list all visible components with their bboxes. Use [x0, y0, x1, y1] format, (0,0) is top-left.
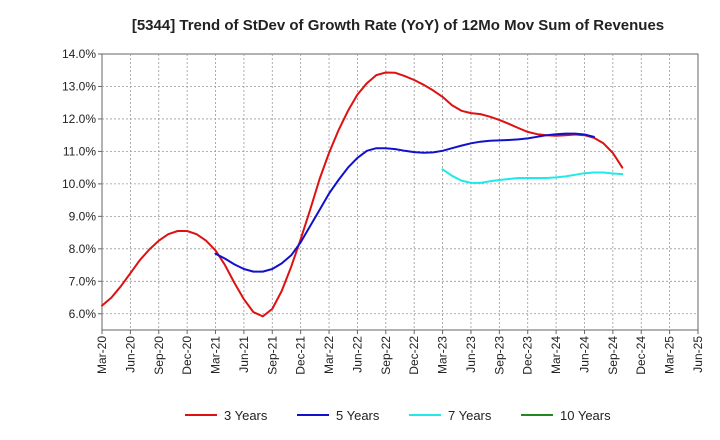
series-line-7-years [441, 168, 624, 184]
x-tick-label: Jun-21 [237, 336, 251, 373]
legend-label-10-years: 10 Years [560, 408, 611, 423]
x-tick-label: Sep-23 [492, 336, 506, 375]
legend-label-7-years: 7 Years [448, 408, 492, 423]
y-tick-label: 9.0% [69, 209, 97, 223]
x-tick-label: Mar-21 [209, 336, 223, 374]
series-line-3-years [101, 71, 624, 318]
x-tick-label: Dec-23 [521, 336, 535, 375]
x-tick-label: Sep-20 [152, 336, 166, 375]
x-tick-label: Dec-20 [180, 336, 194, 375]
y-axis: 6.0% 7.0% 8.0% 9.0% 10.0% 11.0% 12.0% 13.0% 14.0… [62, 47, 102, 321]
x-tick-label: Mar-24 [549, 336, 563, 374]
y-tick-label: 6.0% [69, 307, 97, 321]
y-tick-label: 11.0% [63, 144, 96, 158]
x-tick-label: Jun-23 [464, 336, 478, 373]
x-tick-label: Jun-22 [350, 336, 364, 373]
series-lines [101, 71, 624, 318]
x-axis: Mar-20 Jun-20 Sep-20 Dec-20 Mar-21 Jun-21 Sep-… [95, 330, 705, 375]
legend-label-5-years: 5 Years [336, 408, 380, 423]
y-tick-label: 14.0% [62, 47, 96, 61]
x-tick-label: Sep-21 [265, 336, 279, 375]
x-tick-label: Mar-22 [322, 336, 336, 374]
x-tick-label: Dec-24 [634, 336, 648, 375]
y-tick-label: 12.0% [62, 112, 96, 126]
legend-label-3-years: 3 Years [224, 408, 268, 423]
x-tick-label: Mar-23 [436, 336, 450, 374]
y-tick-label: 10.0% [62, 177, 96, 191]
x-tick-label: Jun-20 [123, 336, 137, 373]
x-tick-label: Sep-22 [379, 336, 393, 375]
x-tick-label: Dec-22 [407, 336, 421, 375]
y-tick-label: 8.0% [69, 242, 97, 256]
x-tick-label: Dec-21 [294, 336, 308, 375]
chart-title: [5344] Trend of StDev of Growth Rate (Yo… [132, 17, 664, 34]
x-tick-label: Mar-20 [95, 336, 109, 374]
x-tick-label: Mar-25 [663, 336, 677, 374]
legend: 3 Years 5 Years 7 Years 10 Years [185, 408, 611, 423]
plot-area [101, 53, 699, 331]
y-tick-label: 13.0% [62, 79, 96, 93]
series-line-5-years [214, 132, 595, 273]
x-tick-label: Jun-24 [577, 336, 591, 373]
y-tick-label: 7.0% [69, 274, 97, 288]
x-tick-label: Jun-25 [691, 336, 705, 373]
x-tick-label: Sep-24 [606, 336, 620, 375]
grid [102, 54, 698, 330]
